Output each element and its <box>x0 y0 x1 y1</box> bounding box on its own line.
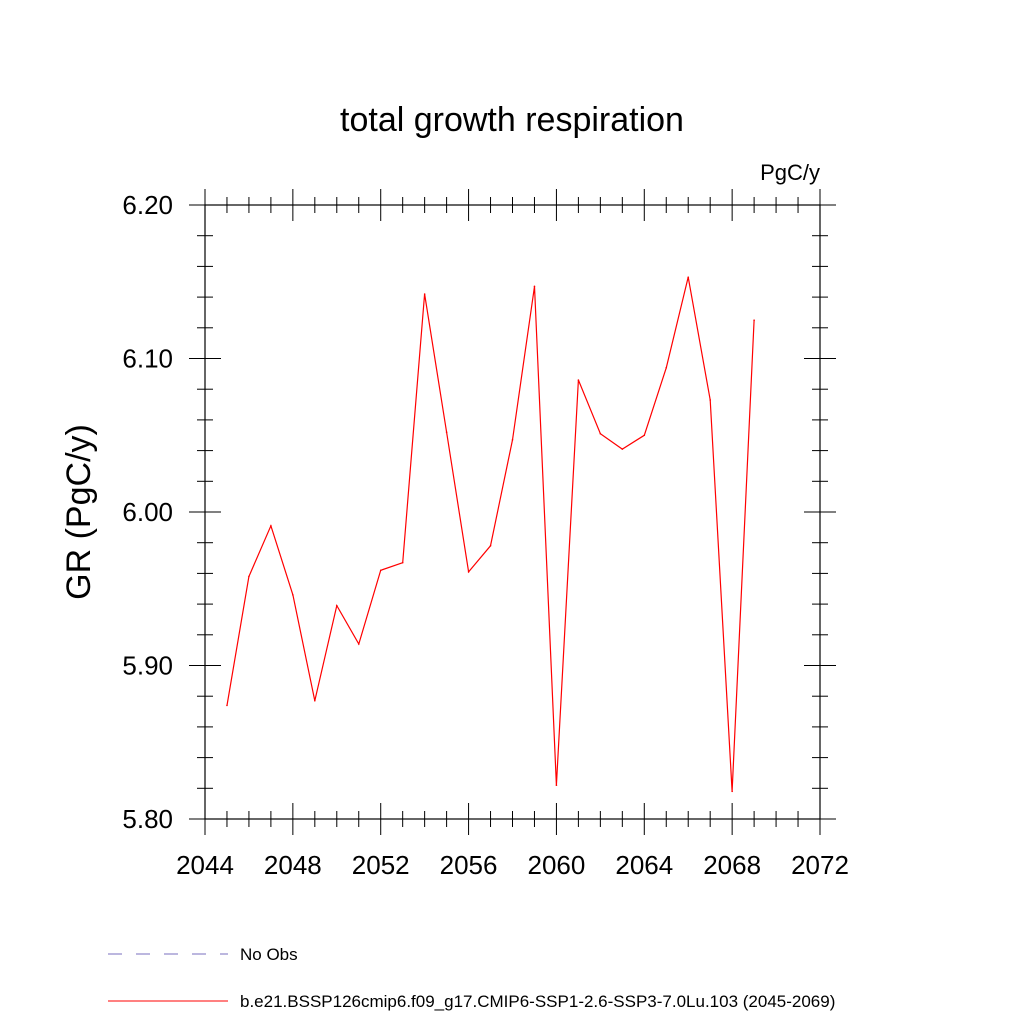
x-tick-label: 2064 <box>615 850 673 880</box>
data-point <box>248 575 250 578</box>
data-point <box>445 431 448 433</box>
data-point <box>621 448 624 450</box>
x-tick-label: 2068 <box>703 850 761 880</box>
legend-label: b.e21.BSSP126cmip6.f09_g17.CMIP6-SSP1-2.… <box>240 992 835 1011</box>
data-point <box>687 276 690 278</box>
chart-title: total growth respiration <box>340 101 684 139</box>
data-point <box>753 319 755 321</box>
y-tick-label: 5.80 <box>122 804 173 834</box>
data-point <box>533 285 536 288</box>
data-point <box>357 643 360 645</box>
data-point <box>379 569 382 572</box>
data-point <box>270 525 272 527</box>
data-point <box>709 399 711 401</box>
data-point <box>226 704 228 707</box>
x-tick-label: 2048 <box>264 850 322 880</box>
x-tick-label: 2056 <box>440 850 498 880</box>
y-tick-label: 6.00 <box>122 497 173 527</box>
data-point <box>731 790 733 793</box>
y-tick-label: 5.90 <box>122 651 173 681</box>
legend-label: No Obs <box>240 945 298 964</box>
plot-frame <box>204 204 821 820</box>
units-label: PgC/y <box>760 160 820 185</box>
data-point <box>577 379 580 381</box>
series-layer <box>226 276 755 793</box>
series-line <box>226 276 755 792</box>
axis-tick-labels: 2044 2048 2052 2056 2060 2064 2068 2072 5.80 5.90… <box>122 190 849 880</box>
data-point <box>423 293 426 295</box>
x-tick-label: 2072 <box>791 850 849 880</box>
axis-ticks <box>189 189 836 835</box>
data-point <box>511 439 514 441</box>
y-axis-label: GR (PgC/y) <box>60 424 98 600</box>
y-tick-label: 6.10 <box>122 344 173 374</box>
x-tick-label: 2044 <box>176 850 234 880</box>
x-tick-label: 2052 <box>352 850 410 880</box>
y-tick-label: 6.20 <box>122 190 173 220</box>
legend: No Obs b.e21.BSSP126cmip6.f09_g17.CMIP6-S… <box>108 945 835 1011</box>
data-point <box>665 366 668 369</box>
x-tick-label: 2060 <box>528 850 586 880</box>
data-point <box>335 604 338 607</box>
data-point <box>314 700 316 702</box>
data-point <box>401 561 404 564</box>
data-point <box>292 594 294 596</box>
data-point <box>643 434 646 437</box>
data-point <box>489 544 492 547</box>
data-point <box>555 784 558 787</box>
data-point <box>467 571 470 573</box>
data-point <box>599 432 602 435</box>
